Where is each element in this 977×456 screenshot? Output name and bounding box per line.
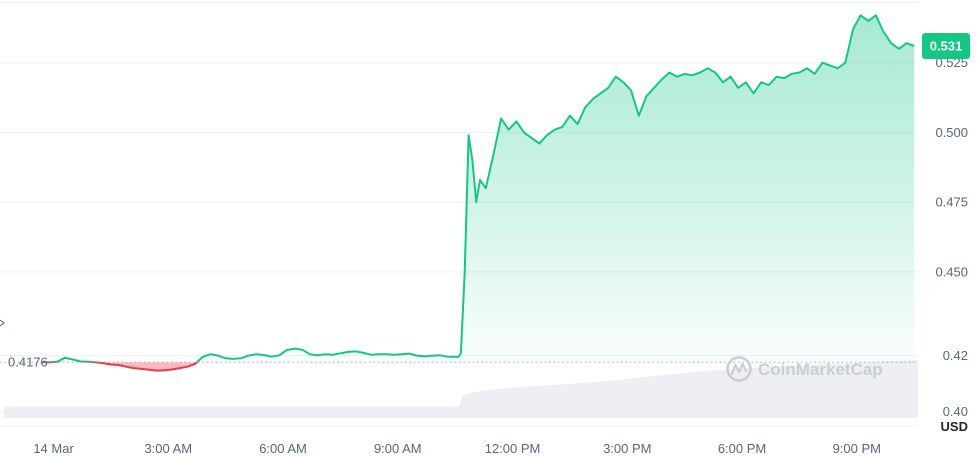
price-line — [42, 14, 915, 372]
y-tick-label: 0.475 — [935, 195, 968, 210]
y-tick-label: 0.500 — [935, 125, 968, 140]
y-tick-label: 0.450 — [935, 264, 968, 279]
price-line-up — [42, 14, 915, 363]
x-tick-label: 6:00 AM — [259, 441, 307, 456]
x-axis: 14 Mar 3:00 AM 6:00 AM 9:00 AM 12:00 PM 3:00 … — [33, 441, 881, 456]
watermark-text: CoinMarketCap — [758, 360, 883, 379]
price-area — [42, 15, 915, 371]
x-tick-label: 12:00 PM — [485, 441, 541, 456]
y-tick-label: 0.42 — [943, 348, 968, 363]
gain-area — [42, 15, 915, 363]
x-tick-label: 9:00 PM — [833, 441, 881, 456]
volume-bars — [3, 360, 918, 418]
x-tick-label: 14 Mar — [33, 441, 74, 456]
x-tick-label: 3:00 AM — [144, 441, 192, 456]
y-axis-unit: USD — [941, 419, 968, 434]
watermark: CoinMarketCap — [726, 356, 883, 382]
open-price-marker: 0.4176 — [0, 319, 48, 370]
y-tick-label: 0.40 — [943, 404, 968, 419]
loss-area — [42, 362, 915, 371]
x-tick-label: 3:00 PM — [603, 441, 651, 456]
current-price-label: 0.531 — [930, 39, 963, 54]
x-tick-label: 6:00 PM — [718, 441, 766, 456]
volume-area — [3, 360, 918, 418]
price-line-down — [42, 362, 199, 372]
open-price-arrow-icon — [0, 319, 5, 327]
current-price-badge: 0.531 — [922, 33, 970, 60]
x-tick-label: 9:00 AM — [374, 441, 422, 456]
open-price-label: 0.4176 — [8, 355, 48, 370]
coinmarketcap-logo-icon — [726, 356, 752, 382]
